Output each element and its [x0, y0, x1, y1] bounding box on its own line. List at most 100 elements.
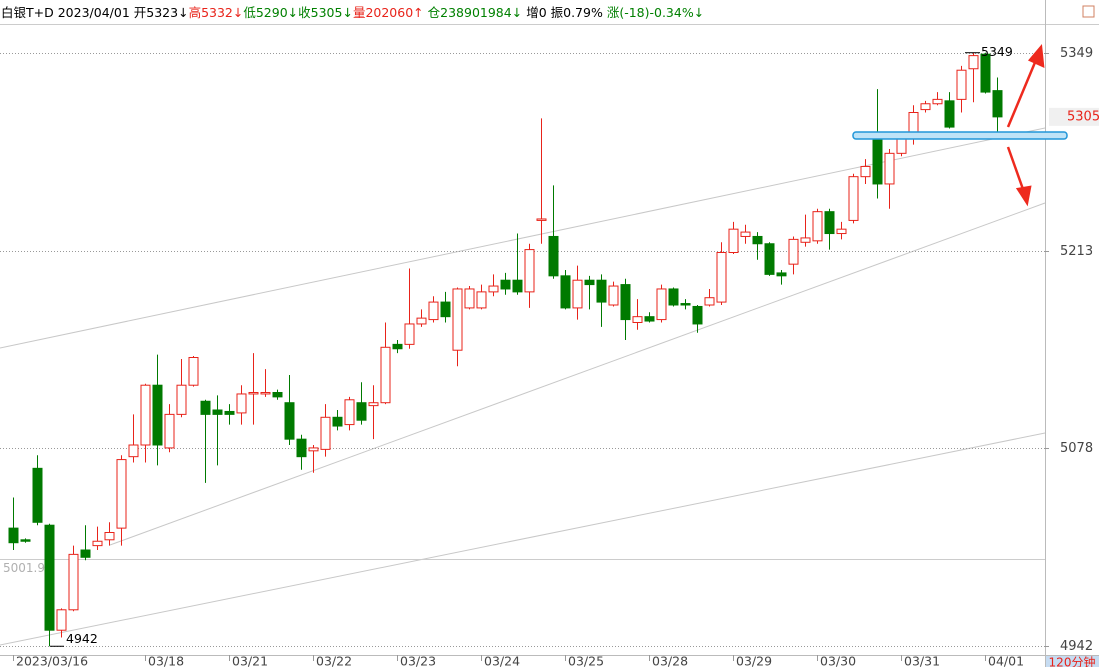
header-item: 涨(-18)-0.34%↓ — [607, 5, 704, 20]
header-item: 增0 — [526, 5, 547, 20]
candle-body — [728, 228, 739, 254]
candle-body — [296, 438, 307, 458]
candle-body — [980, 53, 991, 93]
candle-body — [704, 297, 715, 306]
x-tick-label: 2023/03/16 — [16, 654, 88, 667]
candle-body — [860, 165, 871, 178]
candle-body — [752, 235, 763, 245]
candle-body — [8, 527, 19, 544]
candle-body — [176, 384, 187, 415]
candle-body — [644, 316, 655, 322]
candle-body — [800, 237, 811, 243]
candle-body — [68, 553, 79, 611]
x-tick-label: 03/18 — [148, 654, 184, 667]
x-tick-label: 03/31 — [904, 654, 940, 667]
candle-body — [224, 410, 235, 415]
candle-body — [152, 384, 163, 446]
candle-body — [824, 211, 835, 235]
candle-body — [212, 409, 223, 415]
trend-line — [0, 127, 1046, 349]
window-icon[interactable] — [1082, 5, 1095, 18]
candle-body — [248, 392, 259, 395]
candle-body — [284, 402, 295, 440]
candle-body — [500, 279, 511, 290]
candle-body — [488, 285, 499, 293]
last-price-label: 5305 — [1067, 109, 1099, 124]
candle-body — [836, 228, 847, 235]
arrow-down — [1006, 146, 1026, 193]
header-item: 白银T+D — [1, 5, 54, 20]
candle-body — [884, 152, 895, 185]
candle-body — [164, 413, 175, 449]
y-tick-label: 5349 — [1060, 46, 1093, 61]
candle-body — [332, 416, 343, 427]
candle-body — [20, 539, 31, 542]
header: 白银T+D 2023/04/01 开5323↓高5332↓低5290↓收5305… — [1, 5, 704, 20]
candle-body — [872, 133, 883, 185]
candle-body — [668, 288, 679, 306]
candle-body — [512, 279, 523, 293]
candle-body — [272, 392, 283, 398]
candle-body — [44, 524, 55, 631]
header-item: 量202060↑ — [353, 5, 424, 20]
candle-body — [896, 138, 907, 154]
support-band — [852, 131, 1068, 140]
arrow-head — [1015, 185, 1032, 207]
arrows — [1006, 43, 1045, 207]
candle-body — [344, 399, 355, 426]
trend-line — [109, 202, 1046, 546]
candle-body — [476, 291, 487, 309]
candle-body — [584, 279, 595, 286]
candle-body — [920, 103, 931, 111]
header-item: 2023/04/01 — [58, 5, 130, 20]
y-tick-label: 5078 — [1060, 441, 1093, 456]
candle-body — [524, 249, 535, 293]
header-item: 开5323↓ — [134, 5, 189, 20]
candle-body — [548, 235, 559, 277]
candle-body — [992, 90, 1003, 118]
candle-body — [80, 549, 91, 558]
trend-line — [0, 432, 1046, 646]
candle-body — [32, 467, 43, 523]
candle-body — [260, 392, 271, 395]
candle-body — [620, 284, 631, 321]
x-tick-label: 03/21 — [232, 654, 268, 667]
candle-body — [572, 279, 583, 309]
arrow-head — [1027, 43, 1045, 69]
header-item: 高5332↓ — [189, 5, 244, 20]
header-item: 仓238901984↓ — [428, 5, 523, 20]
arrow-up — [1006, 59, 1038, 128]
candle-body — [356, 402, 367, 421]
candle-body — [596, 279, 607, 303]
x-tick-label: 03/24 — [484, 654, 520, 667]
candle-body — [656, 288, 667, 321]
x-tick-label: 04/01 — [988, 654, 1024, 667]
header-item: 低5290↓ — [243, 5, 298, 20]
candle-body — [128, 444, 139, 458]
candle-body — [716, 252, 727, 303]
candle-body — [788, 238, 799, 265]
candle-body — [608, 285, 619, 306]
x-tick-label: 03/29 — [736, 654, 772, 667]
candle-body — [812, 211, 823, 242]
period-label[interactable]: 120分钟 — [1049, 655, 1096, 667]
candle-body — [440, 301, 451, 318]
candle-body — [56, 609, 67, 631]
candle-body — [452, 288, 463, 351]
candle-body — [368, 402, 379, 407]
y-tick-label: 4942 — [1060, 639, 1093, 654]
candle-body — [380, 346, 391, 404]
candle-body — [776, 272, 787, 277]
x-tick-label: 03/23 — [400, 654, 436, 667]
x-tick-label: 03/22 — [316, 654, 352, 667]
candle-body — [692, 305, 703, 325]
candle-body — [560, 275, 571, 309]
candle-body — [536, 218, 547, 221]
y-tick-label: 5213 — [1060, 244, 1093, 259]
reference-label: 5001.92 — [3, 561, 53, 575]
last-price-box — [1049, 107, 1099, 126]
candle-body — [428, 301, 439, 321]
header-item: 振0.79% — [551, 5, 603, 20]
